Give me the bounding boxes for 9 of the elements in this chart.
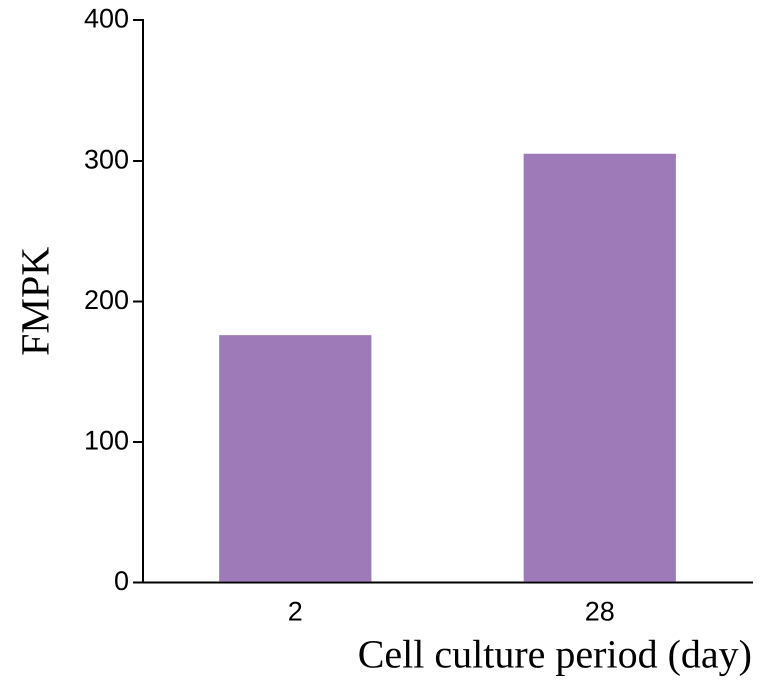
x-tick-label: 28 [584,596,615,626]
y-axis-title: FMPK [12,246,58,356]
y-tick-label: 300 [84,144,130,174]
y-tick-label: 100 [84,425,130,456]
x-axis-title: Cell culture period (day) [358,632,752,676]
x-tick-label: 2 [288,596,303,626]
y-tick-label: 200 [84,284,130,315]
y-tick-label: 0 [114,566,130,596]
y-tick-label: 400 [84,4,130,34]
